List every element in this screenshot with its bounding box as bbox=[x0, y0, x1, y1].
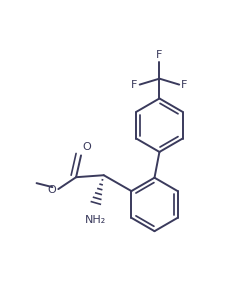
Text: O: O bbox=[47, 185, 56, 195]
Text: F: F bbox=[131, 80, 137, 90]
Text: NH₂: NH₂ bbox=[85, 215, 106, 225]
Text: O: O bbox=[82, 142, 90, 152]
Text: F: F bbox=[180, 80, 187, 90]
Text: F: F bbox=[155, 50, 162, 60]
